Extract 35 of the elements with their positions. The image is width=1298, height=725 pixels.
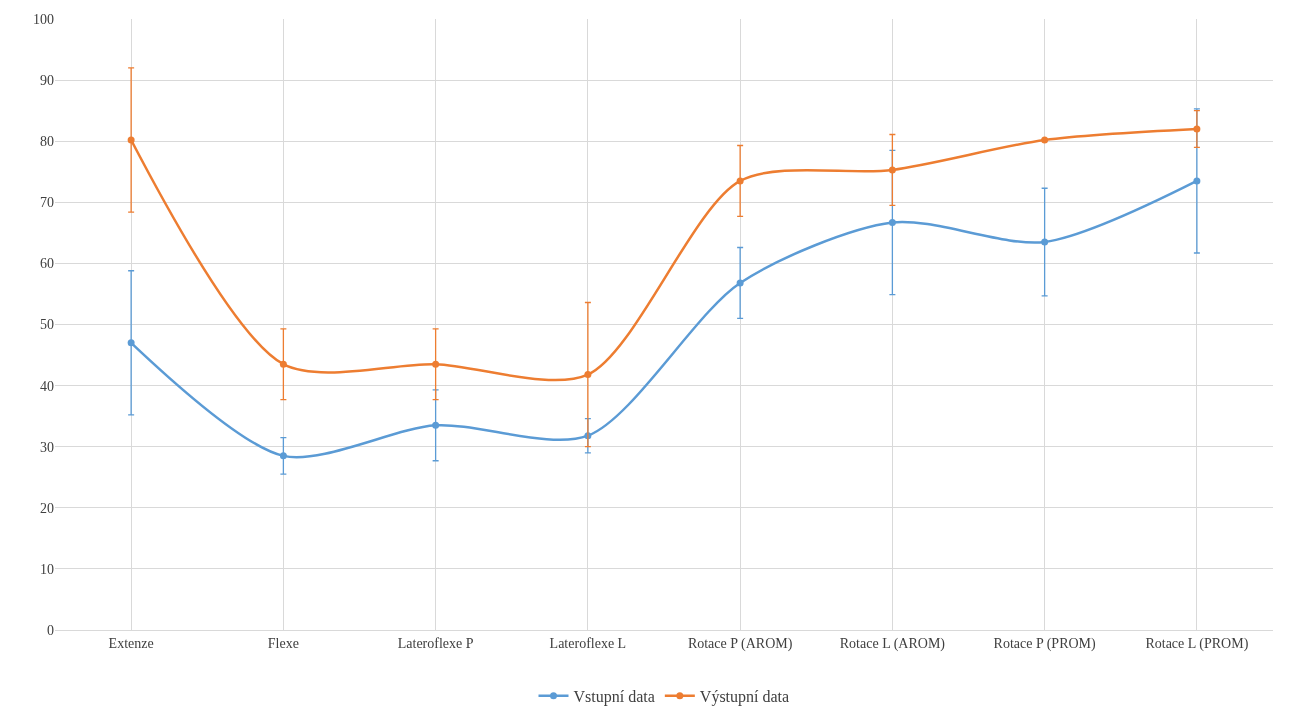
y-tick-label: 50: [40, 317, 54, 333]
point: [736, 279, 744, 287]
point: [127, 339, 135, 347]
y-tick-label: 60: [40, 256, 54, 272]
y-tick-label: 0: [47, 622, 54, 638]
y-tick-label: 80: [40, 134, 54, 150]
legend-label: Výstupní data: [699, 688, 790, 707]
point: [279, 360, 287, 368]
point: [888, 218, 896, 226]
y-tick-label: 90: [40, 73, 54, 88]
point: [1193, 125, 1201, 133]
point: [279, 452, 287, 460]
point: [432, 421, 440, 429]
y-tick-label: 40: [40, 378, 54, 394]
x-tick-label: Rotace L (AROM): [839, 635, 946, 652]
x-tick-label: Flexe: [267, 635, 299, 651]
point: [584, 371, 592, 379]
x-tick-label: Rotace P (AROM): [687, 635, 793, 652]
point: [1193, 177, 1201, 185]
point: [127, 136, 135, 144]
point: [888, 166, 896, 174]
y-tick-label: 70: [40, 195, 54, 211]
x-tick-label: Lateroflexe L: [549, 635, 627, 651]
y-tick-label: 100: [33, 11, 54, 27]
y-tick-label: 30: [40, 439, 54, 455]
x-tick-label: Extenze: [108, 635, 154, 651]
legend-label: Vstupní data: [573, 688, 655, 707]
point: [432, 360, 440, 368]
point: [736, 177, 744, 185]
y-tick-label: 20: [40, 500, 54, 516]
point: [1041, 238, 1049, 246]
x-tick-label: Lateroflexe P: [397, 635, 474, 651]
x-tick-label: Rotace P (PROM): [993, 635, 1097, 652]
x-tick-label: Rotace L (PROM): [1145, 635, 1249, 652]
y-tick-label: 10: [40, 561, 54, 577]
